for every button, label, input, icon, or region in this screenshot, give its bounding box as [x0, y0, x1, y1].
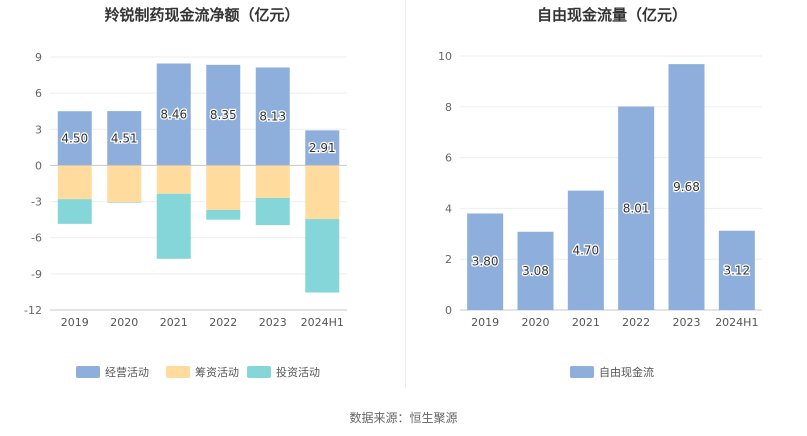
bar-2-自由现金流	[668, 64, 705, 311]
legend-swatch-1	[166, 366, 190, 378]
bar-2-自由现金流	[618, 106, 655, 311]
data-label-1: 8.35	[210, 108, 237, 122]
bar-1-筹资活动	[107, 165, 142, 203]
x-tick-label-2: 2024H1	[715, 316, 758, 329]
bar-1-筹资活动	[255, 165, 290, 198]
y-tick-label-2: 2	[445, 253, 452, 266]
y-tick-label-2: 10	[438, 50, 452, 63]
bar-1-经营活动	[156, 63, 191, 166]
bar-2-自由现金流	[718, 230, 755, 310]
x-tick-label-2: 2022	[622, 316, 650, 329]
x-tick-label-1: 2021	[160, 316, 188, 329]
y-tick-label-2: 6	[445, 152, 452, 165]
data-label-1: 4.51	[111, 131, 138, 145]
bar-1-筹资活动	[57, 165, 92, 200]
bar-1-筹资活动	[156, 165, 191, 194]
y-tick-label-1: 9	[35, 51, 42, 64]
bar-1-投资活动	[206, 210, 241, 220]
bar-2-自由现金流	[467, 213, 504, 310]
x-tick-label-1: 2022	[209, 316, 237, 329]
bar-1-投资活动	[107, 202, 142, 203]
y-tick-label-1: 6	[35, 87, 42, 100]
legend-label-1: 筹资活动	[195, 365, 239, 379]
x-tick-label-2: 2023	[673, 316, 701, 329]
legend-swatch-2	[570, 366, 594, 378]
y-tick-label-1: -6	[31, 232, 42, 245]
y-tick-label-1: -9	[31, 268, 42, 281]
data-label-1: 4.50	[61, 131, 88, 145]
data-label-1: 8.13	[259, 109, 286, 123]
bar-2-自由现金流	[567, 190, 604, 310]
chart-title-2: 自由现金流量（亿元）	[537, 6, 687, 24]
x-tick-label-1: 2019	[61, 316, 89, 329]
panel-divider	[405, 0, 406, 388]
bar-1-经营活动	[305, 130, 340, 166]
y-tick-label-1: -3	[31, 196, 42, 209]
y-tick-label-2: 0	[445, 304, 452, 317]
y-tick-label-2: 8	[445, 101, 452, 114]
x-tick-label-1: 2020	[110, 316, 138, 329]
y-tick-label-2: 4	[445, 202, 452, 215]
bar-1-经营活动	[57, 111, 92, 166]
legend-label-1: 经营活动	[105, 365, 149, 379]
bar-1-经营活动	[206, 64, 241, 166]
legend-label-2: 自由现金流	[599, 365, 654, 379]
y-tick-label-1: -12	[24, 304, 42, 317]
data-label-2: 4.70	[572, 243, 599, 257]
bar-1-筹资活动	[305, 165, 340, 220]
bar-1-投资活动	[156, 193, 191, 259]
x-tick-label-1: 2024H1	[301, 316, 344, 329]
x-tick-label-1: 2023	[259, 316, 287, 329]
bar-1-投资活动	[305, 219, 340, 293]
data-label-2: 8.01	[623, 201, 650, 215]
bar-1-经营活动	[255, 67, 290, 166]
data-label-2: 9.68	[673, 180, 700, 194]
bar-2-自由现金流	[517, 231, 554, 310]
bar-1-投资活动	[255, 197, 290, 226]
bar-1-投资活动	[57, 199, 92, 224]
data-label-2: 3.80	[472, 255, 499, 269]
data-label-2: 3.12	[723, 263, 750, 277]
data-label-1: 8.46	[160, 107, 187, 121]
bar-1-筹资活动	[206, 165, 241, 211]
y-tick-label-1: 3	[35, 123, 42, 136]
x-tick-label-2: 2021	[572, 316, 600, 329]
bar-1-经营活动	[107, 111, 142, 166]
data-label-1: 2.91	[309, 141, 336, 155]
data-source-note: 数据来源：恒生聚源	[349, 411, 458, 425]
x-tick-label-2: 2019	[471, 316, 499, 329]
legend-swatch-1	[76, 366, 100, 378]
chart-title-1: 羚锐制药现金流净额（亿元）	[104, 6, 299, 24]
legend-label-1: 投资活动	[276, 365, 320, 379]
data-label-2: 3.08	[522, 264, 549, 278]
legend-swatch-1	[247, 366, 271, 378]
x-tick-label-2: 2020	[522, 316, 550, 329]
y-tick-label-1: 0	[35, 159, 42, 172]
